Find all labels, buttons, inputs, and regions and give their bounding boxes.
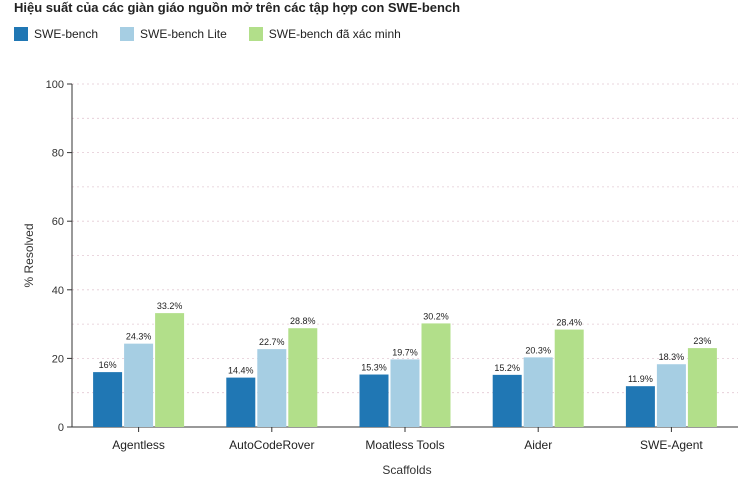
x-tick-label: SWE-Agent [640, 438, 703, 452]
data-label: 20.3% [525, 345, 551, 355]
legend: SWE-bench SWE-bench Lite SWE-bench đã xá… [14, 27, 401, 41]
legend-item-swe-bench-verified: SWE-bench đã xác minh [248, 27, 401, 41]
data-label: 30.2% [423, 311, 449, 321]
legend-item-swe-bench: SWE-bench [14, 27, 98, 41]
legend-label: SWE-bench [34, 27, 99, 41]
bar [523, 357, 553, 427]
data-label: 18.3% [659, 352, 685, 362]
legend-item-swe-bench-lite: SWE-bench Lite [120, 27, 227, 41]
bar [554, 329, 584, 427]
bar [226, 377, 256, 427]
bar [93, 372, 123, 427]
data-label: 19.7% [392, 347, 418, 357]
bar [390, 359, 420, 427]
data-label: 14.4% [228, 366, 254, 376]
y-tick-label: 20 [52, 353, 64, 365]
y-axis-title: % Resolved [22, 223, 36, 287]
data-label: 22.7% [259, 337, 285, 347]
x-axis-title: Scaffolds [382, 463, 431, 477]
x-tick-label: Moatless Tools [365, 438, 444, 452]
data-label: 24.3% [126, 332, 152, 342]
data-label: 15.2% [494, 363, 520, 373]
data-label: 11.9% [628, 374, 653, 384]
bar [359, 374, 389, 427]
legend-label: SWE-bench đã xác minh [268, 27, 401, 41]
bar [421, 323, 451, 427]
bar [124, 343, 154, 427]
x-tick-label: Agentless [112, 438, 165, 452]
bar [155, 313, 185, 427]
y-tick-label: 60 [52, 216, 64, 228]
data-label: 23% [693, 336, 711, 346]
data-label: 28.8% [290, 316, 316, 326]
chart-title: Hiệu suất của các giàn giáo nguồn mở trê… [14, 0, 461, 15]
legend-swatch [120, 27, 135, 41]
x-tick-label: AutoCodeRover [229, 438, 314, 452]
legend-swatch [248, 27, 263, 41]
bar [492, 374, 522, 427]
x-tick-label: Aider [524, 438, 552, 452]
y-tick-label: 40 [52, 285, 64, 297]
bar [257, 349, 287, 427]
legend-label: SWE-bench Lite [140, 27, 227, 41]
y-tick-label: 80 [52, 148, 64, 160]
bar [656, 364, 686, 427]
data-label: 33.2% [157, 301, 183, 311]
y-tick-label: 0 [58, 422, 64, 434]
data-label: 16% [99, 360, 117, 370]
data-label: 28.4% [556, 318, 582, 328]
bar [288, 328, 318, 427]
y-tick-label: 100 [46, 79, 64, 91]
legend-swatch [14, 27, 28, 41]
bar [687, 348, 717, 427]
data-label: 15.3% [361, 363, 387, 373]
bar [625, 386, 655, 427]
